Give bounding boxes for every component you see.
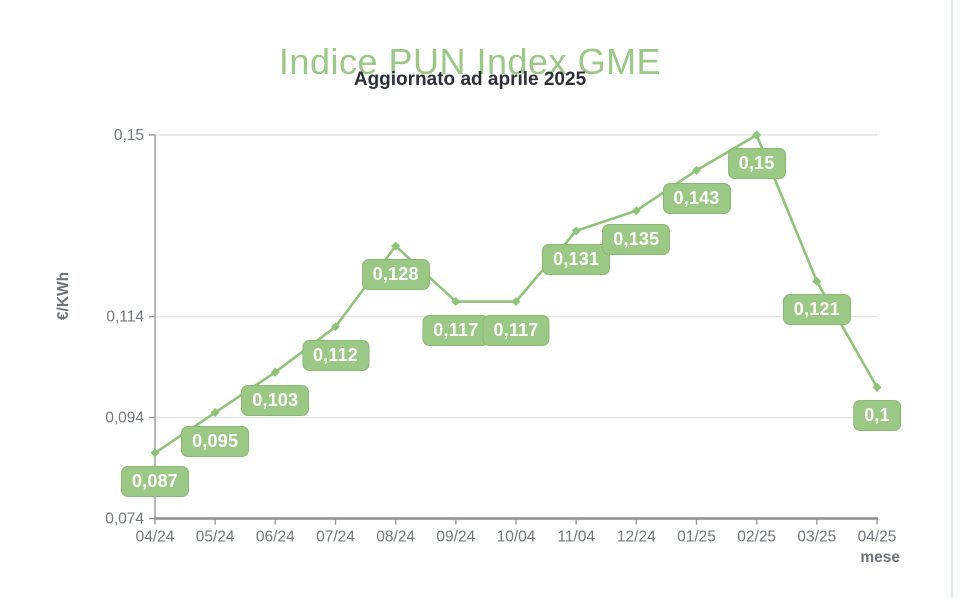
x-axis-tick-label: 07/24	[316, 529, 355, 546]
y-axis-tick-label: 0,074	[105, 511, 144, 528]
y-axis-tick-label: 0,094	[105, 410, 144, 427]
content-right-divider	[951, 0, 953, 598]
x-axis-tick-label: 06/24	[256, 529, 295, 546]
x-axis-tick-label: 04/25	[858, 529, 897, 546]
x-axis-tick-label: 10/04	[497, 529, 536, 546]
x-axis-tick-label: 01/25	[677, 529, 716, 546]
x-axis-tick-label: 02/25	[737, 529, 776, 546]
x-axis-tick-label: 04/24	[136, 529, 175, 546]
pun-series-line	[154, 133, 879, 454]
x-axis-tick-label: 03/25	[797, 529, 836, 546]
x-axis-tick-label: 12/24	[617, 529, 656, 546]
x-axis-title: mese	[860, 549, 900, 566]
x-axis-tick-label: 08/24	[376, 529, 415, 546]
x-axis-tick-label: 05/24	[196, 529, 235, 546]
x-axis-tick-label: 09/24	[436, 529, 475, 546]
chart-subtitle: Aggiornato ad aprile 2025	[353, 69, 587, 90]
chart-title: Indice PUN Index GME	[278, 41, 662, 83]
x-axis-tick-label: 11/04	[557, 529, 595, 546]
y-axis-tick-label: 0,114	[106, 309, 144, 326]
y-axis-tick-label: 0,15	[114, 127, 144, 144]
